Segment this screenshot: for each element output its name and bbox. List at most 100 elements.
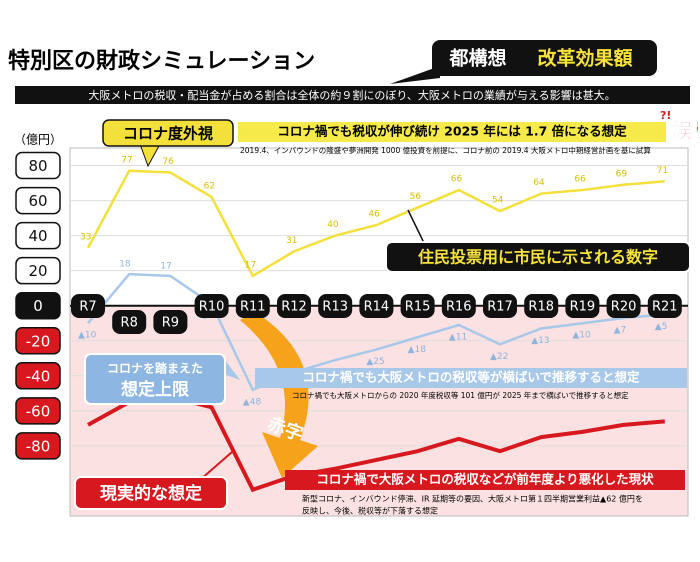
value-label: ▲25 [366, 357, 384, 367]
series-line [86, 169, 665, 278]
claim-box [238, 122, 666, 142]
wrong: 誤り [672, 119, 700, 143]
x-tick-label: R8 [121, 316, 138, 331]
value-label: 54 [492, 196, 504, 206]
value-label: 56 [410, 192, 422, 202]
x-tick-box [153, 310, 188, 334]
legend-label: 想定上限 [121, 379, 189, 400]
y-tick-label: 0 [33, 297, 43, 315]
y-tick-box [15, 397, 61, 425]
y-tick-label: 20 [28, 262, 47, 280]
x-tick-label: R10 [199, 300, 225, 315]
exclaim: ?! [660, 109, 671, 122]
value-label: ▲18 [408, 345, 427, 355]
series-line [87, 272, 665, 392]
y-tick-box [15, 432, 61, 460]
value-label: 69 [616, 169, 628, 179]
x-tick-box [235, 294, 270, 318]
value-label: 33 [80, 232, 91, 242]
value-label: ▲13 [531, 336, 549, 346]
y-tick-label: -80 [26, 437, 51, 455]
x-tick-box [524, 294, 559, 318]
subtitle-bar [15, 86, 690, 104]
x-tick-label: R17 [487, 300, 513, 315]
value-label: ▲48 [243, 397, 262, 407]
value-label: ▲11 [449, 332, 467, 342]
pointer [390, 66, 440, 84]
x-tick-label: R19 [570, 300, 596, 315]
value-label: 77 [121, 155, 132, 165]
value-label: 62 [204, 182, 215, 192]
x-tick-label: R15 [405, 300, 431, 315]
value-label: 40 [327, 220, 339, 230]
x-tick-label: R14 [364, 300, 390, 315]
y-tick-label: -20 [26, 332, 51, 350]
value-label: 66 [574, 175, 586, 185]
legend-box [102, 119, 234, 147]
y-tick-label: -60 [26, 402, 51, 420]
x-tick-label: R20 [611, 300, 637, 315]
legend-box [84, 353, 226, 405]
title: 特別区の財政シミュレーション [8, 48, 315, 74]
value-label: 64 [533, 178, 545, 188]
claim: コロナ禍でも大阪メトロの税収等が横ばいで推移すると想定 [302, 370, 640, 385]
y-tick-label: -40 [26, 367, 51, 385]
value-label: 18 [119, 260, 131, 270]
legend-label: コロナを踏まえた [107, 361, 203, 376]
x-tick-box [565, 294, 600, 318]
x-tick-box [606, 294, 641, 318]
x-tick-box [71, 294, 105, 318]
x-tick-label: R13 [322, 300, 348, 315]
y-tick-box [15, 151, 61, 180]
claim: コロナ禍で大阪メトロの税収などが前年度より悪化した現状 [316, 472, 654, 487]
value-label: 66 [451, 175, 463, 185]
value-label: ▲10 [78, 331, 97, 341]
x-tick-box [277, 294, 311, 318]
claim: コロナ禍でも税収が伸び続け 2025 年には 1.7 倍になる想定 [277, 124, 627, 139]
note: 2019.4、インバウンドの隆盛や夢洲開発 1000 億投資を前提に、コロナ前の… [240, 145, 651, 155]
legend-label: コロナ度外視 [123, 125, 213, 143]
pointer [407, 209, 426, 246]
value-label: ▲10 [572, 331, 591, 341]
x-tick-label: R16 [446, 300, 472, 315]
x-tick-label: R12 [281, 300, 307, 315]
x-tick-box [483, 294, 517, 318]
y-tick-box [15, 362, 61, 390]
value-label: 17 [160, 261, 171, 271]
x-tick-box [318, 294, 353, 318]
y-tick-box [15, 186, 61, 215]
header-left: 都構想 [448, 47, 506, 70]
x-tick-label: R7 [79, 300, 96, 315]
value-label: ▲7 [614, 325, 627, 335]
value-label: 17 [245, 260, 256, 270]
y-tick-label: 60 [28, 192, 47, 210]
x-tick-box [112, 310, 147, 334]
y-tick-box [15, 327, 61, 355]
note: コロナ禍でも大阪メトロからの 2020 年度税収等 101 億円が 2025 年… [292, 390, 629, 400]
y-tick-box [15, 221, 61, 250]
value-label: ▲22 [490, 352, 508, 362]
header-right: 改革効果額 [537, 47, 632, 70]
subtitle: 大阪メトロの税収・配当金が占める割合は全体の約９割にのぼり、大阪メトロの業績が与… [88, 88, 615, 102]
x-tick-label: R9 [162, 316, 179, 331]
referendum: 住民投票用に市民に示される数字 [418, 248, 658, 267]
claim-box [255, 368, 687, 388]
x-tick-label: R11 [240, 300, 266, 315]
arrow [240, 312, 318, 478]
y-tick-box [15, 291, 61, 320]
pointer [199, 451, 233, 481]
claim-box [285, 470, 685, 490]
note: 新型コロナ、インバウンド停滞、IR 延期等の要因、大阪メトロ第１四半期営業利益▲… [302, 494, 643, 504]
x-tick-label: R18 [528, 300, 554, 315]
y-label: （億円） [14, 133, 62, 147]
value-label: 46 [368, 210, 380, 220]
value-label: 71 [657, 166, 668, 176]
x-tick-box [647, 294, 682, 318]
x-tick-label: R21 [652, 300, 678, 315]
value-label: ▲5 [655, 322, 668, 332]
x-tick-box [194, 294, 229, 318]
x-tick-box [441, 294, 476, 318]
note: 反映し、今後、税収等が下落する想定 [302, 506, 438, 516]
y-tick-box [15, 256, 61, 285]
